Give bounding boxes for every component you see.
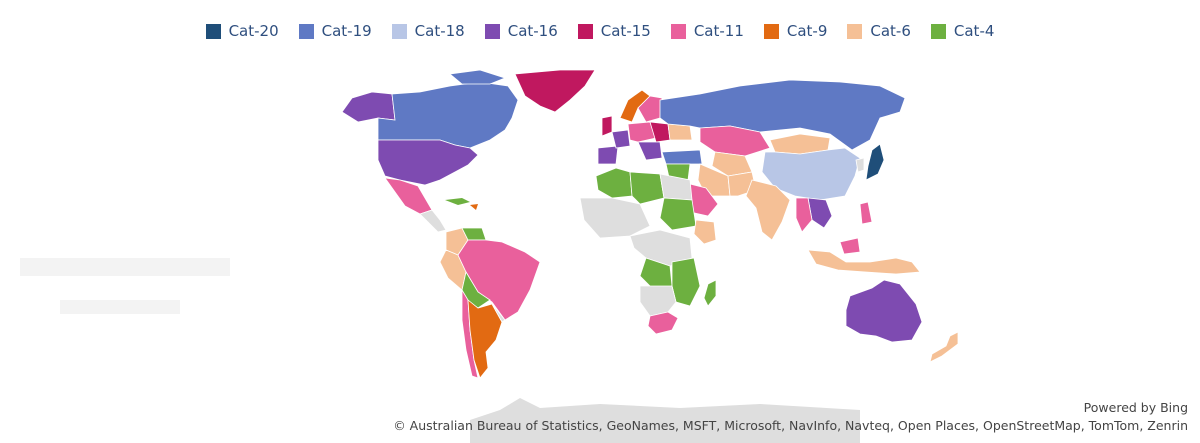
legend-item-cat-9[interactable]: Cat-9 (763, 22, 828, 40)
region-uk[interactable] (601, 115, 613, 137)
legend-swatch (391, 23, 407, 39)
map-legend: Cat-20 Cat-19 Cat-18 Cat-16 Cat-15 Cat-1… (0, 22, 1200, 40)
region-kazakhstan[interactable] (699, 125, 771, 157)
legend-label: Cat-6 (870, 22, 911, 40)
legend-label: Cat-16 (507, 22, 558, 40)
legend-item-cat-11[interactable]: Cat-11 (670, 22, 744, 40)
powered-by-text: Powered by Bing (1083, 400, 1188, 415)
attribution-text: © Australian Bureau of Statistics, GeoNa… (393, 418, 1188, 433)
legend-item-cat-18[interactable]: Cat-18 (391, 22, 465, 40)
region-new-zealand[interactable] (929, 331, 959, 363)
legend-label: Cat-19 (321, 22, 372, 40)
legend-swatch (298, 23, 314, 39)
legend-label: Cat-20 (228, 22, 279, 40)
region-france[interactable] (611, 129, 631, 149)
legend-swatch (763, 23, 779, 39)
region-russia[interactable] (659, 79, 906, 151)
region-iberia[interactable] (597, 145, 619, 165)
region-uruguay[interactable] (491, 303, 506, 323)
region-central-europe[interactable] (627, 121, 657, 143)
region-malaysia[interactable] (839, 237, 861, 255)
region-philippines[interactable] (859, 201, 873, 225)
legend-swatch (670, 23, 686, 39)
region-southeast-asia[interactable] (807, 197, 833, 229)
region-south-africa[interactable] (647, 311, 679, 335)
region-alaska[interactable] (341, 91, 396, 123)
region-southern-africa[interactable] (639, 285, 677, 317)
map-credits: Powered by Bing © Australian Bureau of S… (393, 399, 1188, 435)
region-ukraine[interactable] (667, 123, 693, 141)
region-east-africa[interactable] (671, 257, 701, 307)
region-caribbean-2[interactable] (470, 204, 478, 210)
region-australia[interactable] (845, 279, 923, 343)
region-mainland-sea[interactable] (795, 197, 813, 233)
region-united-states[interactable] (377, 139, 479, 186)
legend-label: Cat-9 (786, 22, 828, 40)
basemap-labels (20, 258, 230, 314)
legend-label: Cat-4 (953, 22, 995, 40)
legend-item-cat-4[interactable]: Cat-4 (930, 22, 995, 40)
region-argentina[interactable] (467, 299, 503, 379)
region-madagascar[interactable] (703, 279, 717, 307)
legend-swatch (847, 23, 863, 39)
legend-swatch (484, 23, 500, 39)
region-turkey[interactable] (661, 149, 703, 165)
legend-swatch (577, 23, 593, 39)
legend-label: Cat-15 (600, 22, 651, 40)
legend-swatch (930, 23, 946, 39)
region-canada[interactable] (377, 81, 519, 149)
region-west-africa[interactable] (579, 197, 651, 239)
region-korea[interactable] (855, 157, 865, 173)
legend-item-cat-16[interactable]: Cat-16 (484, 22, 558, 40)
region-japan[interactable] (865, 143, 885, 181)
region-algeria[interactable] (629, 171, 665, 205)
legend-label: Cat-18 (414, 22, 465, 40)
legend-item-cat-19[interactable]: Cat-19 (298, 22, 372, 40)
legend-swatch (205, 23, 221, 39)
legend-item-cat-6[interactable]: Cat-6 (847, 22, 911, 40)
region-sudan[interactable] (659, 197, 697, 231)
legend-label: Cat-11 (693, 22, 744, 40)
region-arctic-islands[interactable] (449, 69, 507, 85)
legend-item-cat-20[interactable]: Cat-20 (205, 22, 279, 40)
region-north-africa-west[interactable] (595, 167, 633, 199)
region-caribbean[interactable] (445, 198, 470, 205)
region-indonesia[interactable] (807, 249, 921, 275)
region-india[interactable] (745, 179, 791, 241)
legend-item-cat-15[interactable]: Cat-15 (577, 22, 651, 40)
region-horn-africa[interactable] (693, 219, 717, 245)
region-balkans[interactable] (637, 141, 663, 161)
region-central-america[interactable] (419, 209, 447, 233)
region-greenland[interactable] (514, 69, 596, 113)
region-antarctica[interactable] (470, 398, 860, 443)
